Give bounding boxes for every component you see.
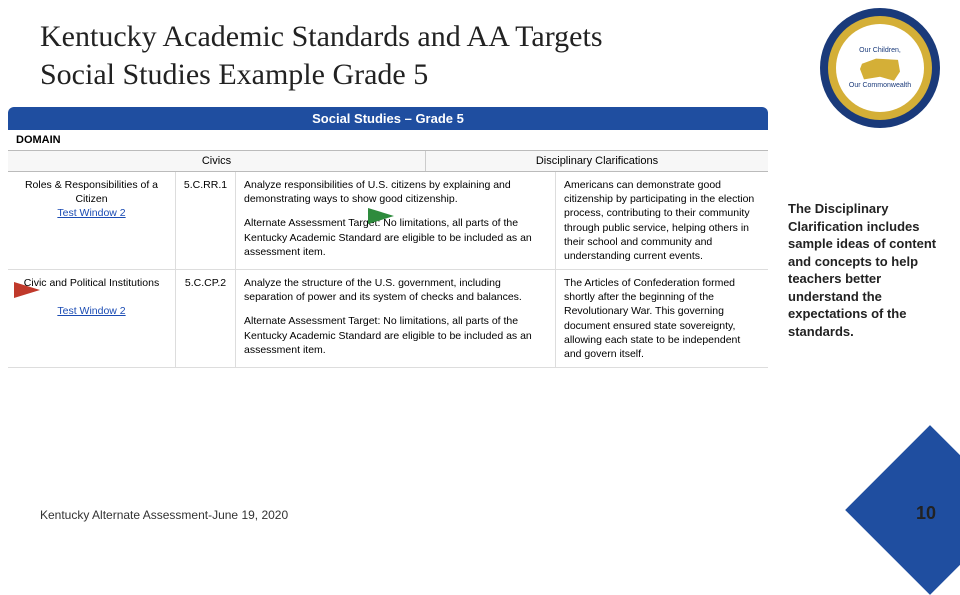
domain-cell: Civic and Political Institutions Test Wi…: [8, 270, 176, 367]
logo-text-top: Our Children,: [859, 47, 901, 54]
page-number: 10: [916, 503, 936, 524]
clarification-callout: The Disciplinary Clarification includes …: [788, 200, 954, 340]
clarifications-header: Disciplinary Clarifications: [426, 151, 768, 171]
domain-text: Civic and Political Institutions: [24, 277, 159, 289]
code-cell: 5.C.CP.2: [176, 270, 236, 367]
clarification-cell: The Articles of Confederation formed sho…: [556, 270, 768, 367]
clarification-cell: Americans can demonstrate good citizensh…: [556, 172, 768, 269]
table-banner: Social Studies – Grade 5: [8, 107, 768, 130]
test-window-link[interactable]: Test Window 2: [57, 305, 125, 317]
footer-text: Kentucky Alternate Assessment-June 19, 2…: [40, 508, 288, 522]
code-cell: 5.C.RR.1: [176, 172, 236, 269]
table-row: Roles & Responsibilities of a Citizen Te…: [8, 172, 768, 270]
green-arrow-icon: [368, 208, 394, 224]
standard-desc: Analyze the structure of the U.S. govern…: [244, 277, 522, 303]
domain-text: Roles & Responsibilities of a Citizen: [25, 179, 158, 205]
state-silhouette-icon: [860, 56, 900, 82]
standard-desc: Analyze responsibilities of U.S. citizen…: [244, 179, 511, 205]
column-headers: Civics Disciplinary Clarifications: [8, 151, 768, 172]
test-window-link[interactable]: Test Window 2: [57, 207, 125, 219]
corner-accent: [845, 425, 960, 595]
description-cell: Analyze the structure of the U.S. govern…: [236, 270, 556, 367]
alt-target: Alternate Assessment Target: No limitati…: [244, 216, 547, 259]
domain-cell: Roles & Responsibilities of a Citizen Te…: [8, 172, 176, 269]
logo-text-bottom: Our Commonwealth: [849, 82, 911, 89]
civics-header: Civics: [8, 151, 426, 171]
domain-header: DOMAIN: [8, 130, 768, 151]
slide-title: Kentucky Academic Standards and AA Targe…: [0, 0, 700, 103]
kde-logo: Our Children, Our Commonwealth: [820, 8, 940, 128]
table-row: Civic and Political Institutions Test Wi…: [8, 270, 768, 368]
description-cell: Analyze responsibilities of U.S. citizen…: [236, 172, 556, 269]
alt-target: Alternate Assessment Target: No limitati…: [244, 314, 547, 357]
standards-table: Social Studies – Grade 5 DOMAIN Civics D…: [8, 107, 768, 368]
